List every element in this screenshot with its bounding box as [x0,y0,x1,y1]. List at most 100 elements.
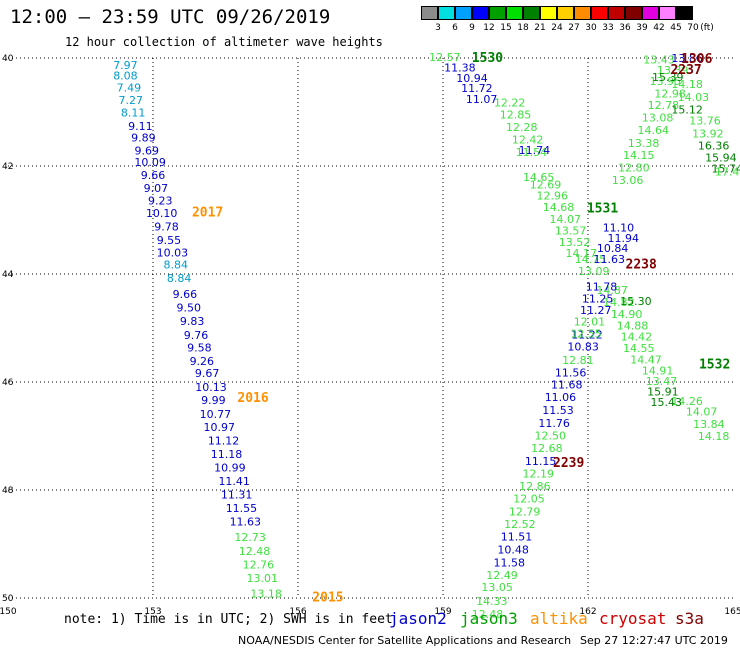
scale-swatch [523,6,540,20]
wave-height-label: 13.08 [642,111,674,124]
time-label: 2239 [553,456,584,471]
wave-height-label: 11.06 [545,391,577,404]
wave-height-label: 14.75 [575,253,607,266]
scale-swatch [625,6,642,20]
wave-height-label: 12.28 [506,121,538,134]
wave-height-label: 13.47 [646,375,678,388]
legend-cryosat: cryosat [599,609,667,628]
wave-height-label: 10.77 [200,408,232,421]
legend-altika: altika [530,609,588,628]
wave-height-label: 8.08 [113,69,138,82]
scale-label: 33 [602,23,614,33]
wave-height-label: 12.81 [562,354,594,367]
wave-height-label: 8.11 [121,107,146,120]
wave-height-label: 11.51 [501,530,533,543]
wave-height-label: 12.98 [654,88,686,101]
wave-height-label: 8.84 [167,272,192,285]
scale-swatch [472,6,489,20]
wave-height-label: 8.84 [163,258,188,271]
legend-jason3: jason3 [460,609,518,628]
wave-height-label: 12.50 [535,429,567,442]
wave-height-label: 11.72 [461,82,493,95]
page-title: 12:00 — 23:59 UTC 09/26/2019 [10,6,331,28]
wave-height-label: 13.86 [671,52,703,65]
wave-height-label: 9.11 [128,120,153,133]
scale-swatch [421,6,438,20]
scale-label: 39 [636,23,648,33]
wave-height-label: 10.10 [146,207,178,220]
wave-height-label: 11.07 [466,93,498,106]
wave-height-label: 7.27 [119,94,144,107]
wave-height-label: 14.07 [686,406,718,419]
wave-height-label: 12.22 [494,96,526,109]
scale-label: 27 [568,23,580,33]
wave-height-label: 11.63 [230,515,262,528]
wave-height-label: 14.82 [603,296,635,309]
wave-height-label: 15.74 [711,163,740,176]
y-tick-label: 40 [2,54,14,64]
wave-height-label: 10.94 [456,72,488,85]
wave-height-label: 12.52 [504,518,536,531]
wave-height-label: 12.85 [500,109,532,122]
wave-height-label: 13.38 [628,137,660,150]
x-tick-label: 156 [289,607,306,617]
x-tick-label: 165 [724,607,740,617]
wave-height-label: 11.31 [221,488,253,501]
wave-height-label: 13.18 [250,588,282,601]
scale-label: 6 [452,23,458,33]
x-tick-label: 162 [579,607,596,617]
wave-height-label: 14.64 [638,124,670,137]
time-label: 2015 [312,590,343,605]
wave-height-label: 14.33 [476,595,508,608]
time-label: 1530 [472,51,503,66]
scale-label: 42 [653,23,665,33]
wave-height-label: 12.01 [574,316,606,329]
scale-label: 3 [435,23,441,33]
wave-height-label: 11.22 [571,328,603,341]
wave-height-label: 11.15 [525,455,557,468]
wave-height-label: 12.68 [531,442,563,455]
y-tick-label: 44 [2,270,14,280]
x-tick-label: 150 [0,607,17,617]
wave-height-label: 14.18 [671,78,703,91]
wave-height-label: 14.65 [523,171,555,184]
scale-swatch [676,6,693,20]
scale-label: 45 [670,23,682,33]
wave-height-label: 14.87 [596,284,628,297]
wave-height-label: 11.53 [542,404,574,417]
wave-height-label: 14.26 [671,395,703,408]
wave-height-label: 12.48 [239,545,271,558]
wave-height-label: 12.57 [429,51,461,64]
y-tick-label: 46 [2,378,14,388]
legend-s3a: s3a [675,609,704,628]
wave-height-label: 10.03 [157,246,189,259]
scale-label: 21 [534,23,546,33]
scale-label: 9 [469,23,475,33]
scale-swatch [455,6,472,20]
time-label: 2238 [626,258,657,273]
page-subtitle: 12 hour collection of altimeter wave hei… [65,35,383,49]
wave-height-label: 9.58 [187,341,212,354]
scale-label: 70 [687,23,699,33]
wave-height-label: 11.18 [211,448,243,461]
wave-height-label: 12.49 [486,569,518,582]
wave-height-label: 11.10 [603,222,635,235]
wave-height-label: 13.01 [246,572,278,585]
wave-height-label: 11.78 [586,280,618,293]
wave-height-label: 12.55 [570,327,602,340]
wave-height-label: 11.76 [538,417,570,430]
scale-swatch [659,6,676,20]
wave-height-label: 12.80 [618,162,650,175]
wave-height-label: 15.43 [651,396,683,409]
scale-swatch [574,6,591,20]
scale-label: 12 [483,23,495,33]
wave-height-label: 12.19 [522,467,554,480]
scale-unit: (ft) [700,23,714,33]
wave-height-label: 9.78 [154,220,179,233]
wave-height-label: 14.07 [550,213,582,226]
wave-height-label: 13.92 [692,128,724,141]
time-label: 1532 [699,358,730,373]
wave-height-label: 9.66 [141,169,166,182]
